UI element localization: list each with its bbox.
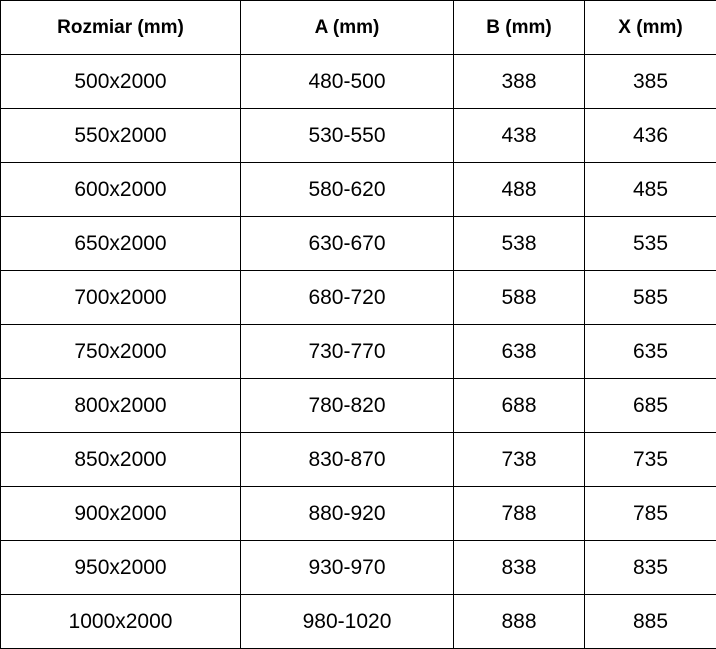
header-b: B (mm) [453,0,585,55]
cell-size: 650x2000 [0,216,241,271]
cell-b: 538 [453,216,585,271]
table-row: 600x2000 580-620 488 485 [0,162,716,217]
cell-x: 385 [584,54,716,109]
table-row: 700x2000 680-720 588 585 [0,270,716,325]
header-a: A (mm) [240,0,454,55]
header-row: Rozmiar (mm) A (mm) B (mm) X (mm) [0,0,716,55]
cell-a: 630-670 [240,216,454,271]
cell-x: 535 [584,216,716,271]
cell-x: 635 [584,324,716,379]
cell-size: 950x2000 [0,540,241,595]
cell-a: 930-970 [240,540,454,595]
cell-b: 438 [453,108,585,163]
cell-x: 436 [584,108,716,163]
table-row: 900x2000 880-920 788 785 [0,486,716,541]
cell-size: 550x2000 [0,108,241,163]
cell-b: 838 [453,540,585,595]
cell-a: 530-550 [240,108,454,163]
table-row: 800x2000 780-820 688 685 [0,378,716,433]
cell-b: 788 [453,486,585,541]
cell-a: 680-720 [240,270,454,325]
table-row: 1000x2000 980-1020 888 885 [0,594,716,649]
cell-b: 738 [453,432,585,487]
cell-b: 588 [453,270,585,325]
cell-size: 900x2000 [0,486,241,541]
table-row: 500x2000 480-500 388 385 [0,54,716,109]
cell-a: 880-920 [240,486,454,541]
cell-a: 830-870 [240,432,454,487]
cell-a: 780-820 [240,378,454,433]
cell-size: 700x2000 [0,270,241,325]
table-row: 750x2000 730-770 638 635 [0,324,716,379]
header-x: X (mm) [584,0,716,55]
cell-x: 585 [584,270,716,325]
cell-x: 885 [584,594,716,649]
cell-b: 638 [453,324,585,379]
cell-size: 750x2000 [0,324,241,379]
cell-x: 835 [584,540,716,595]
table-row: 950x2000 930-970 838 835 [0,540,716,595]
cell-size: 850x2000 [0,432,241,487]
cell-b: 488 [453,162,585,217]
cell-size: 800x2000 [0,378,241,433]
cell-size: 1000x2000 [0,594,241,649]
cell-b: 388 [453,54,585,109]
table-row: 850x2000 830-870 738 735 [0,432,716,487]
cell-x: 785 [584,486,716,541]
table-row: 550x2000 530-550 438 436 [0,108,716,163]
cell-a: 980-1020 [240,594,454,649]
cell-a: 580-620 [240,162,454,217]
header-size: Rozmiar (mm) [0,0,241,55]
cell-a: 480-500 [240,54,454,109]
cell-x: 685 [584,378,716,433]
cell-x: 735 [584,432,716,487]
table-row: 650x2000 630-670 538 535 [0,216,716,271]
cell-b: 888 [453,594,585,649]
cell-size: 500x2000 [0,54,241,109]
cell-b: 688 [453,378,585,433]
cell-a: 730-770 [240,324,454,379]
cell-x: 485 [584,162,716,217]
cell-size: 600x2000 [0,162,241,217]
